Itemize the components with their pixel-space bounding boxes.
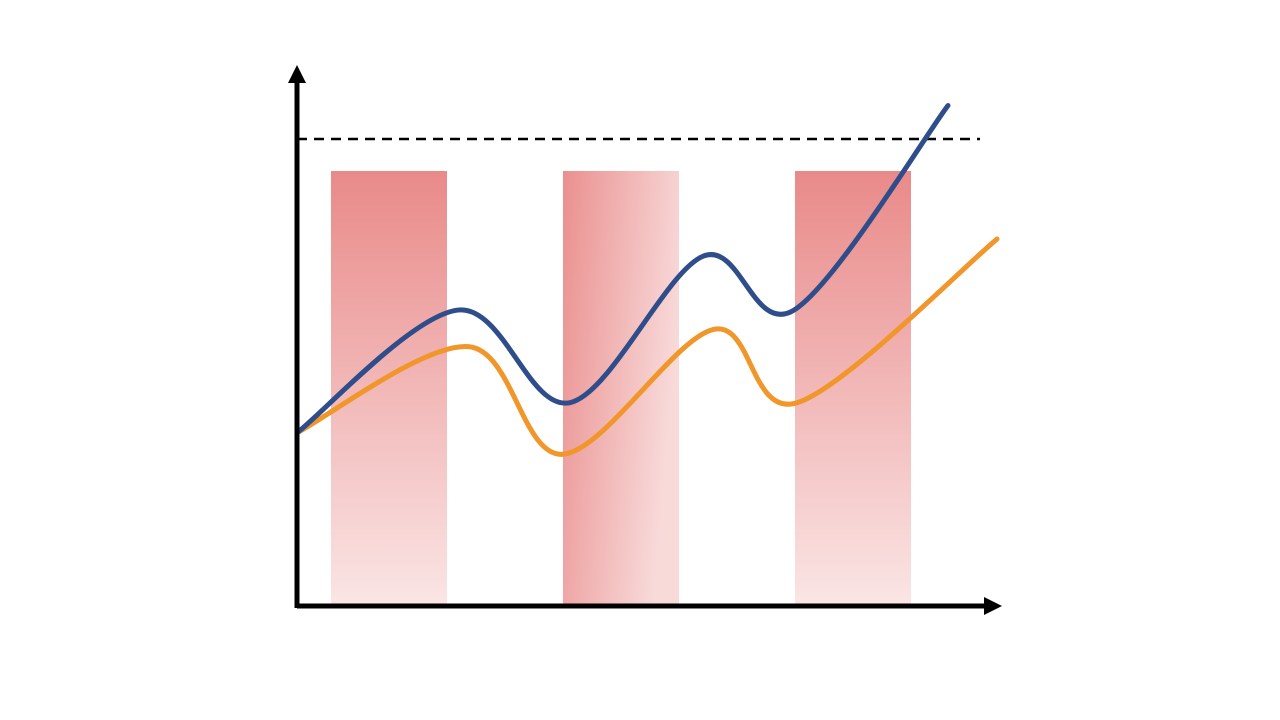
series-line-2: [294, 236, 1000, 457]
bar-3: [795, 171, 911, 605]
series-line-1: [294, 103, 951, 436]
bar-2: [563, 171, 679, 605]
axes-layer: [288, 65, 1002, 615]
x-axis-arrowhead: [984, 597, 1002, 615]
lines-layer: [294, 103, 1000, 457]
y-axis-arrowhead: [288, 65, 306, 83]
bar-1: [331, 171, 447, 605]
bars-layer: [331, 171, 911, 605]
